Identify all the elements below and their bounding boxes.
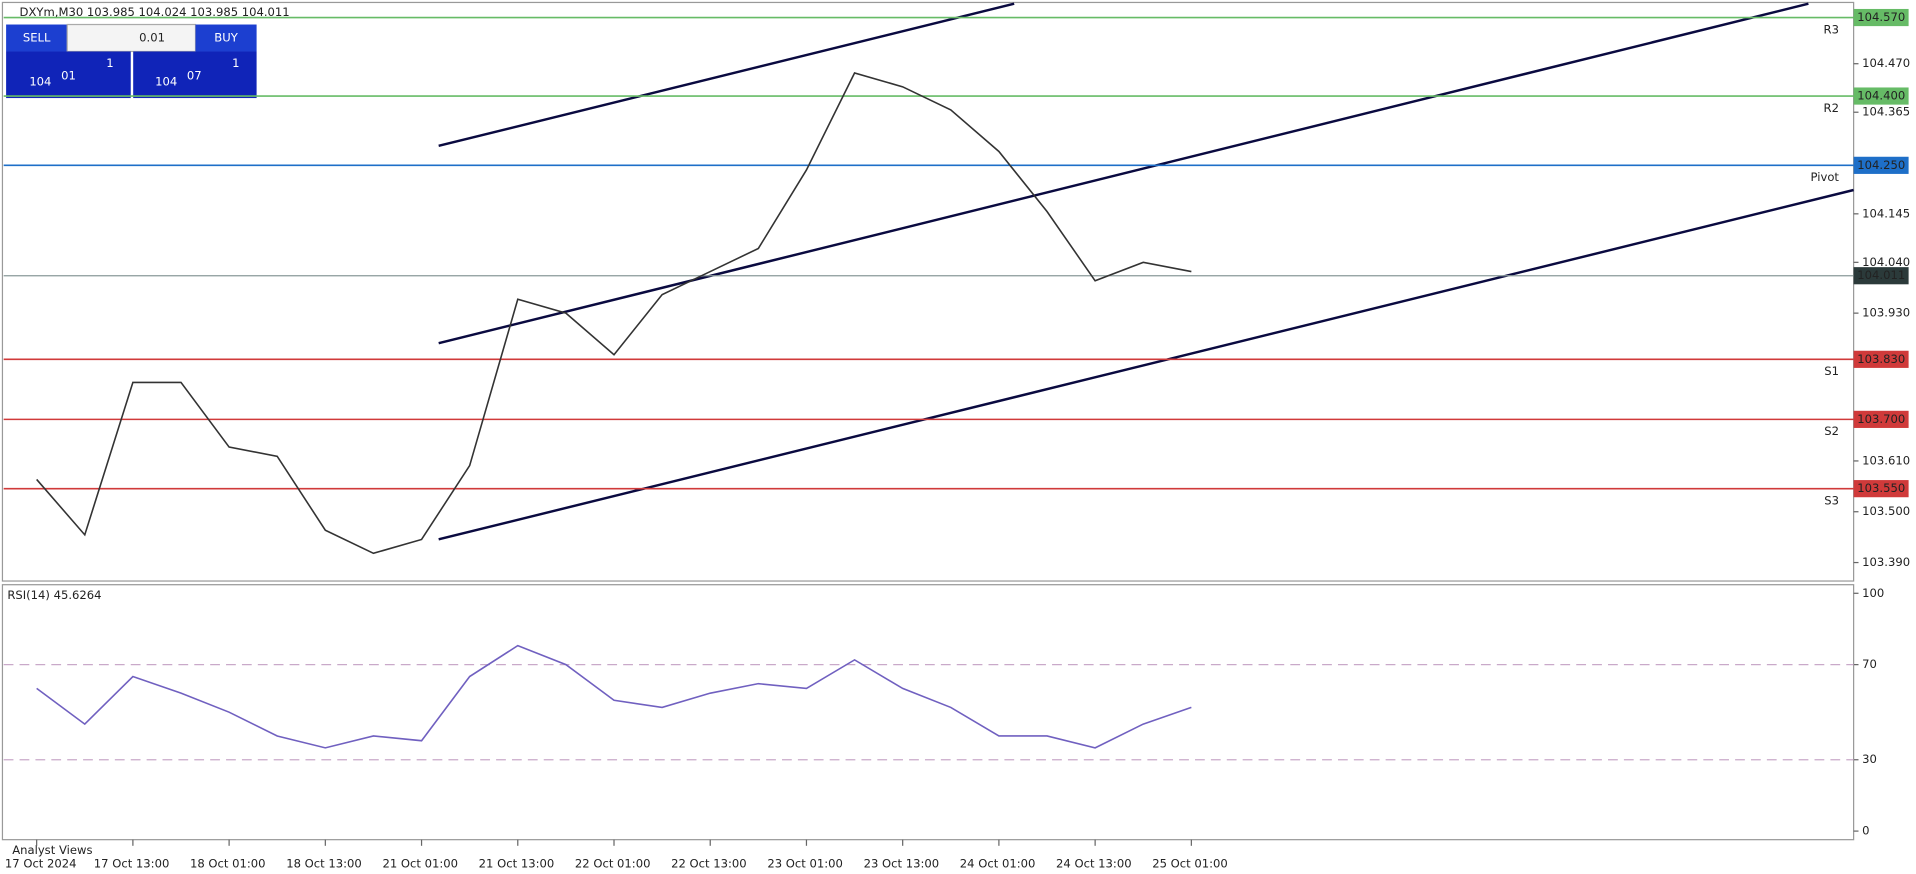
x-tick-label: 18 Oct 01:00	[190, 857, 266, 871]
ask-box[interactable]	[133, 51, 257, 99]
level-price: 103.550	[1857, 481, 1905, 495]
y-tick-label: 30	[1862, 752, 1877, 766]
bid-main: 01	[61, 68, 76, 82]
x-tick-label: 24 Oct 01:00	[960, 857, 1036, 871]
series-line	[36, 644, 1192, 749]
x-tick-label: 21 Oct 01:00	[382, 857, 458, 871]
ask-sup: 1	[232, 56, 239, 70]
x-tick-label: 22 Oct 13:00	[671, 857, 747, 871]
y-tick-label: 104.145	[1862, 206, 1910, 220]
level-tag	[1853, 480, 1909, 498]
level-price: 104.250	[1857, 158, 1905, 172]
buy-button[interactable]	[195, 24, 257, 52]
y-tick-label: 103.390	[1862, 555, 1910, 569]
level-name: Pivot	[1811, 170, 1840, 184]
sell-label: SELL	[23, 30, 51, 44]
level-tag	[1853, 8, 1909, 27]
bid-sup: 1	[106, 56, 113, 70]
x-tick-label: 25 Oct 01:00	[1152, 857, 1228, 871]
x-tick-label: 17 Oct 13:00	[94, 857, 170, 871]
level-name: S2	[1824, 424, 1839, 438]
ask-big: 104	[155, 75, 177, 89]
y-tick-label: 103.930	[1862, 306, 1910, 320]
x-tick-label: 21 Oct 13:00	[479, 857, 555, 871]
level-name: S1	[1824, 364, 1839, 378]
trendline	[438, 188, 1854, 541]
current-price-label: 104.011	[1857, 268, 1905, 282]
price-panel	[1, 1, 1855, 582]
bid-box[interactable]	[6, 51, 131, 99]
bid-big: 104	[29, 75, 51, 89]
lot-field[interactable]	[66, 23, 197, 53]
x-tick-label: 17 Oct 2024	[5, 857, 77, 871]
ask-main: 07	[187, 68, 202, 82]
level-tag	[1853, 87, 1909, 105]
y-tick-label: 103.610	[1862, 453, 1910, 467]
y-tick-label: 70	[1862, 657, 1877, 671]
x-tick-label: 18 Oct 13:00	[286, 857, 362, 871]
trendline	[438, 2, 1015, 148]
y-tick-label: 100	[1862, 586, 1884, 600]
lot-value: 0.01	[139, 30, 165, 44]
trade-panel: SELL 0.01 BUY 104 01 1 104 07 1	[6, 23, 257, 99]
level-price: 104.400	[1857, 89, 1905, 103]
footer-tab[interactable]: Analyst Views	[12, 843, 92, 857]
current-price-tag	[1853, 267, 1909, 285]
buy-label: BUY	[214, 30, 238, 44]
level-name: S3	[1824, 493, 1839, 507]
rsi-title: RSI(14) 45.6264	[7, 588, 101, 602]
y-tick-label: 104.470	[1862, 56, 1910, 70]
series-line	[36, 72, 1192, 555]
chart-title: DXYm,M30 103.985 104.024 103.985 104.011	[20, 5, 290, 19]
sell-button[interactable]	[6, 24, 68, 52]
x-tick-label: 24 Oct 13:00	[1056, 857, 1132, 871]
level-name: R2	[1824, 101, 1839, 115]
y-tick-label: 103.500	[1862, 504, 1910, 518]
x-tick-label: 23 Oct 13:00	[864, 857, 940, 871]
level-name: R3	[1824, 22, 1839, 36]
x-tick-label: 22 Oct 01:00	[575, 857, 651, 871]
y-tick-label: 104.365	[1862, 105, 1910, 119]
level-price: 104.570	[1857, 10, 1905, 24]
level-price: 103.700	[1857, 412, 1905, 426]
level-tag	[1853, 156, 1909, 174]
rsi-panel	[1, 584, 1855, 841]
level-tag	[1853, 410, 1909, 428]
y-tick-label: 0	[1862, 824, 1869, 838]
level-tag	[1853, 350, 1909, 368]
y-tick-label: 104.040	[1862, 255, 1910, 269]
level-price: 103.830	[1857, 352, 1905, 366]
x-tick-label: 23 Oct 01:00	[767, 857, 843, 871]
trendline	[438, 2, 1809, 345]
